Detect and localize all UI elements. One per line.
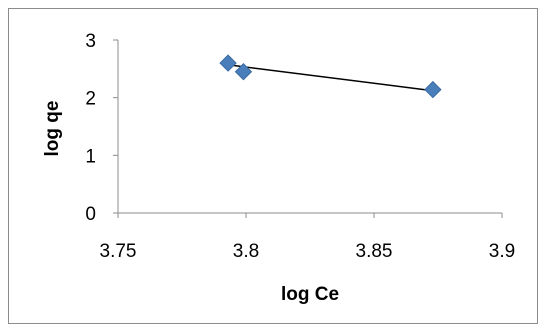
data-point-marker <box>424 80 442 99</box>
data-points <box>219 54 442 99</box>
x-tick-label: 3.75 <box>100 241 137 262</box>
x-tick-label: 3.85 <box>356 241 393 262</box>
x-tick-label: 3.9 <box>489 241 515 262</box>
data-point-marker <box>234 63 253 81</box>
x-axis-ticks: 3.75 3.8 3.85 3.9 <box>100 213 515 262</box>
y-tick-label: 2 <box>85 89 96 110</box>
x-axis-title: log Ce <box>281 284 339 305</box>
chart-area <box>8 8 538 324</box>
trendline-layer <box>227 64 433 92</box>
y-axis-title: log qe <box>42 101 63 157</box>
y-axis-ticks: 0 1 2 3 <box>85 31 118 225</box>
y-tick-label: 0 <box>85 204 96 225</box>
x-tick-label: 3.8 <box>233 241 259 262</box>
y-tick-label: 1 <box>85 146 96 167</box>
trendline <box>227 64 433 92</box>
data-point-marker <box>219 54 237 72</box>
y-tick-label: 3 <box>85 31 96 52</box>
